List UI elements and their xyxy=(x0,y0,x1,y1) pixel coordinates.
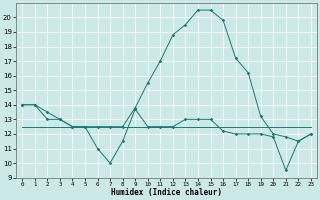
X-axis label: Humidex (Indice chaleur): Humidex (Indice chaleur) xyxy=(111,188,222,197)
